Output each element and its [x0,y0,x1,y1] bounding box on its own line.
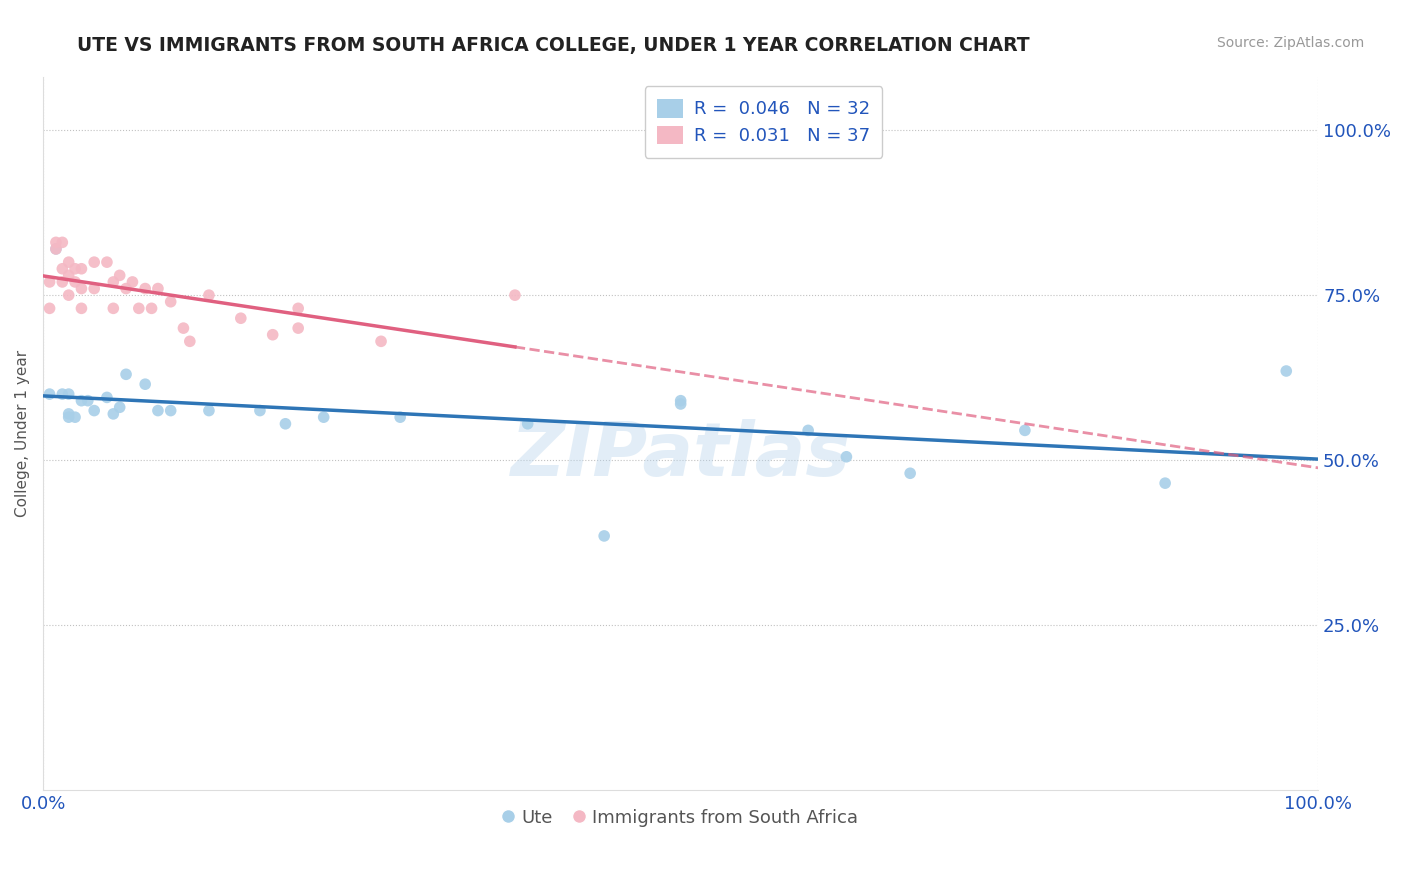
Point [370,334,392,349]
Point [1275,364,1298,378]
Point [103,301,125,316]
Point [103,407,125,421]
Point [134,281,156,295]
Point [159,294,181,309]
Point [58,288,80,302]
Point [76,393,98,408]
Point [58,410,80,425]
Point [249,403,271,417]
Point [593,529,616,543]
Point [198,288,221,302]
Point [262,327,284,342]
Point [179,334,201,349]
Text: UTE VS IMMIGRANTS FROM SOUTH AFRICA COLLEGE, UNDER 1 YEAR CORRELATION CHART: UTE VS IMMIGRANTS FROM SOUTH AFRICA COLL… [77,36,1031,54]
Point [70,261,93,276]
Point [45,242,67,256]
Point [38,387,60,401]
Point [797,423,820,437]
Point [63,410,86,425]
Text: Source: ZipAtlas.com: Source: ZipAtlas.com [1216,36,1364,50]
Point [83,403,105,417]
Point [1014,423,1036,437]
Point [63,261,86,276]
Point [108,268,131,283]
Point [103,275,125,289]
Point [287,321,309,335]
Point [159,403,181,417]
Point [134,377,156,392]
Point [70,393,93,408]
Point [516,417,538,431]
Point [58,387,80,401]
Point [38,275,60,289]
Point [70,281,93,295]
Point [108,401,131,415]
Point [45,235,67,250]
Point [141,301,163,316]
Point [146,403,169,417]
Point [45,242,67,256]
Text: ZIPatlas: ZIPatlas [510,418,851,491]
Point [128,301,150,316]
Point [38,301,60,316]
Point [51,387,73,401]
Point [389,410,412,425]
Point [121,275,143,289]
Point [1154,476,1177,491]
Point [58,255,80,269]
Point [58,268,80,283]
Point [503,288,526,302]
Point [198,403,221,417]
Point [51,261,73,276]
Point [669,393,692,408]
Point [83,281,105,295]
Point [287,301,309,316]
Point [96,255,118,269]
Legend: Ute, Immigrants from South Africa: Ute, Immigrants from South Africa [496,802,866,834]
Point [115,281,138,295]
Point [96,391,118,405]
Point [51,275,73,289]
Point [172,321,194,335]
Point [115,368,138,382]
Point [229,311,252,326]
Point [51,235,73,250]
Point [83,255,105,269]
Point [146,281,169,295]
Point [312,410,335,425]
Point [70,301,93,316]
Point [63,275,86,289]
Y-axis label: College, Under 1 year: College, Under 1 year [15,351,30,517]
Point [274,417,297,431]
Point [669,397,692,411]
Point [835,450,858,464]
Point [898,467,921,481]
Point [58,407,80,421]
